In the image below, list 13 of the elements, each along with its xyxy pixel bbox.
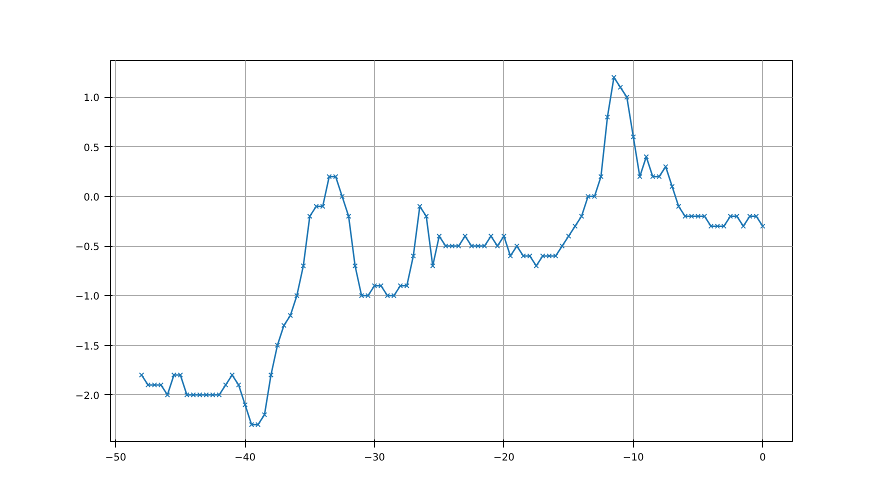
x-tick-label: −40: [234, 452, 256, 464]
y-tick-label: −1.0: [75, 292, 100, 303]
x-tick-label: −30: [364, 452, 386, 464]
x-tick-label: 0: [760, 452, 766, 464]
y-tick-label: 0.0: [84, 192, 100, 204]
y-tick-label: 0.5: [84, 142, 100, 154]
y-tick-label: −0.5: [75, 242, 100, 254]
x-tick-label: −50: [105, 452, 126, 464]
y-tick-label: −1.5: [75, 341, 100, 352]
x-tick-label: −20: [493, 452, 514, 464]
y-tick-label: −2.0: [75, 390, 100, 402]
y-tick-label: 1.0: [84, 93, 100, 104]
x-tick-label: −10: [622, 452, 644, 464]
